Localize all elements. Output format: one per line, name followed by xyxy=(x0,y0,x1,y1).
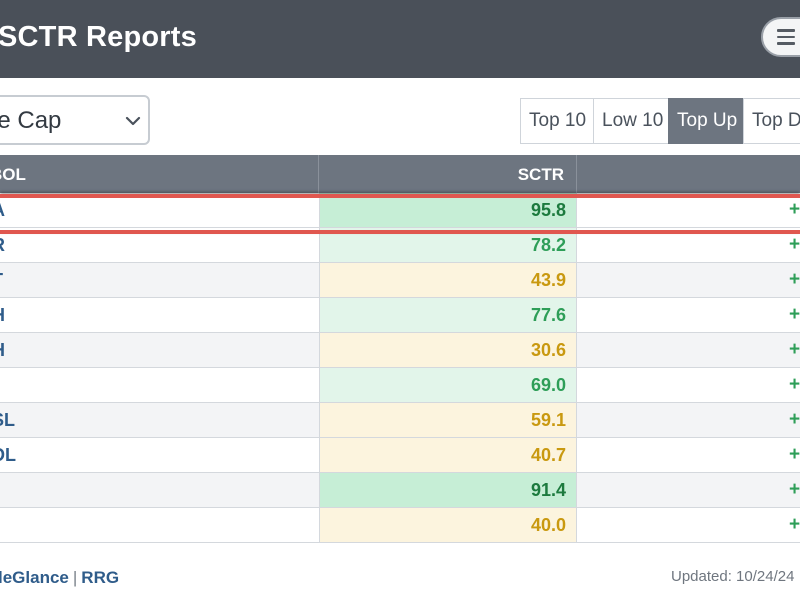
market-cap-select-value: rge Cap xyxy=(0,107,62,134)
symbol-link[interactable]: H xyxy=(0,340,5,361)
table-row[interactable]: T 43.9 + xyxy=(0,263,800,298)
table-header: BOL SCTR xyxy=(0,155,800,193)
table-row[interactable]: R 78.2 + xyxy=(0,228,800,263)
symbol-link[interactable]: T xyxy=(0,270,3,291)
filter-top10-button[interactable]: Top 10 xyxy=(520,98,594,144)
chevron-down-icon xyxy=(125,116,141,126)
table-row[interactable]: 91.4 + xyxy=(0,473,800,508)
filter-topup-button[interactable]: Top Up xyxy=(668,98,744,144)
symbol-link[interactable]: R xyxy=(0,235,5,256)
table-row[interactable]: H 77.6 + xyxy=(0,298,800,333)
sctr-value: 40.0 xyxy=(530,515,566,535)
footer-link-glance[interactable]: leGlance xyxy=(0,568,69,587)
updated-timestamp: Updated: 10/24/24 xyxy=(671,568,795,585)
menu-button[interactable] xyxy=(761,17,800,57)
table-row[interactable]: 40.0 + xyxy=(0,508,800,543)
sctr-value: 69.0 xyxy=(530,375,566,395)
page-title: SCTR Reports xyxy=(0,21,197,53)
sctr-table: BOL SCTR A 95.8 + R 78.2 + T 43.9 + H 77… xyxy=(0,155,800,543)
change-value: + xyxy=(789,409,800,430)
table-row[interactable]: A 95.8 + xyxy=(0,193,800,228)
change-value: + xyxy=(789,339,800,360)
symbol-link[interactable]: DL xyxy=(0,445,16,465)
sctr-value: 91.4 xyxy=(530,480,566,500)
change-value: + xyxy=(789,444,800,465)
table-row[interactable]: H 30.6 + xyxy=(0,333,800,368)
sctr-value: 30.6 xyxy=(530,340,566,360)
sctr-value: 78.2 xyxy=(530,235,566,255)
app-header: SCTR Reports xyxy=(0,0,800,78)
sctr-value: 40.7 xyxy=(530,445,566,465)
sctr-value: 77.6 xyxy=(530,305,566,325)
sctr-value: 43.9 xyxy=(530,270,566,290)
report-panel: rge Cap Top 10 Low 10 Top Up Top D BOL S… xyxy=(0,78,800,600)
table-row[interactable]: DL 40.7 + xyxy=(0,438,800,473)
symbol-link[interactable]: H xyxy=(0,305,5,326)
symbol-link[interactable]: SL xyxy=(0,410,16,430)
hamburger-icon xyxy=(777,29,795,45)
sctr-value: 95.8 xyxy=(530,200,566,220)
filter-topdown-button[interactable]: Top D xyxy=(743,98,800,144)
footer-links: leGlance | RRG xyxy=(0,568,119,588)
sctr-value: 59.1 xyxy=(530,410,566,430)
market-cap-select[interactable]: rge Cap xyxy=(0,95,150,145)
filter-button-group: Top 10 Low 10 Top Up Top D xyxy=(520,98,800,144)
footer-separator: | xyxy=(72,568,78,587)
table-row[interactable]: 69.0 + xyxy=(0,368,800,403)
footer-link-rrg[interactable]: RRG xyxy=(81,568,120,587)
change-value: + xyxy=(789,199,800,220)
change-value: + xyxy=(789,514,800,535)
symbol-link[interactable]: A xyxy=(0,200,5,221)
change-value: + xyxy=(789,479,800,500)
column-header-sctr[interactable]: SCTR xyxy=(517,165,564,184)
change-value: + xyxy=(789,234,800,255)
column-header-symbol[interactable]: BOL xyxy=(0,165,26,184)
change-value: + xyxy=(789,304,800,325)
filter-low10-button[interactable]: Low 10 xyxy=(593,98,669,144)
change-value: + xyxy=(789,269,800,290)
table-row[interactable]: SL 59.1 + xyxy=(0,403,800,438)
change-value: + xyxy=(789,374,800,395)
